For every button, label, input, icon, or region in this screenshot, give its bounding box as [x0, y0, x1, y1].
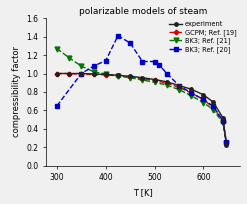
experiment: [80, 72, 83, 75]
experiment: [129, 75, 132, 78]
experiment: [56, 72, 59, 75]
GCPM; Ref. [19]: [80, 73, 83, 76]
GCPM; Ref. [19]: [104, 74, 107, 76]
BK3; Ref. [20]: [92, 65, 95, 67]
experiment: [178, 84, 181, 87]
GCPM; Ref. [19]: [178, 86, 181, 89]
BK3; Ref. [20]: [222, 119, 225, 122]
GCPM; Ref. [19]: [202, 99, 205, 101]
GCPM; Ref. [19]: [92, 73, 95, 76]
BK3; Ref. [21]: [212, 108, 215, 111]
GCPM; Ref. [19]: [129, 76, 132, 78]
BK3; Ref. [20]: [190, 92, 193, 94]
GCPM; Ref. [19]: [68, 72, 71, 75]
Y-axis label: compressibility factor: compressibility factor: [12, 47, 21, 137]
GCPM; Ref. [19]: [153, 79, 156, 82]
GCPM; Ref. [19]: [141, 77, 144, 80]
experiment: [153, 78, 156, 81]
X-axis label: T [K]: T [K]: [133, 188, 153, 197]
BK3; Ref. [21]: [92, 70, 95, 73]
BK3; Ref. [21]: [80, 65, 83, 67]
BK3; Ref. [20]: [158, 64, 161, 67]
experiment: [202, 93, 205, 96]
experiment: [225, 143, 228, 146]
GCPM; Ref. [19]: [190, 92, 193, 94]
BK3; Ref. [21]: [68, 57, 71, 59]
GCPM; Ref. [19]: [212, 106, 215, 109]
BK3; Ref. [20]: [225, 141, 228, 144]
experiment: [190, 88, 193, 90]
BK3; Ref. [21]: [178, 89, 181, 91]
Title: polarizable models of steam: polarizable models of steam: [79, 7, 207, 16]
BK3; Ref. [21]: [56, 47, 59, 50]
GCPM; Ref. [19]: [165, 82, 168, 84]
Line: BK3; Ref. [21]: BK3; Ref. [21]: [55, 46, 229, 145]
GCPM; Ref. [19]: [222, 120, 225, 123]
Line: BK3; Ref. [20]: BK3; Ref. [20]: [55, 34, 228, 144]
BK3; Ref. [21]: [225, 142, 228, 144]
GCPM; Ref. [19]: [56, 72, 59, 75]
experiment: [92, 73, 95, 75]
BK3; Ref. [20]: [165, 72, 168, 75]
experiment: [212, 101, 215, 103]
BK3; Ref. [21]: [129, 76, 132, 79]
BK3; Ref. [21]: [202, 101, 205, 104]
experiment: [104, 73, 107, 76]
BK3; Ref. [20]: [212, 105, 215, 108]
experiment: [222, 117, 225, 119]
BK3; Ref. [21]: [222, 122, 225, 124]
experiment: [141, 76, 144, 79]
BK3; Ref. [21]: [141, 79, 144, 81]
BK3; Ref. [20]: [56, 105, 59, 107]
experiment: [68, 72, 71, 75]
Line: experiment: experiment: [55, 72, 228, 146]
BK3; Ref. [21]: [104, 73, 107, 75]
BK3; Ref. [21]: [153, 81, 156, 83]
BK3; Ref. [21]: [190, 94, 193, 97]
BK3; Ref. [20]: [129, 42, 132, 44]
Legend: experiment, GCPM; Ref. [19], BK3; Ref. [21], BK3; Ref. [20]: experiment, GCPM; Ref. [19], BK3; Ref. […: [168, 20, 238, 54]
GCPM; Ref. [19]: [225, 142, 228, 144]
BK3; Ref. [21]: [165, 84, 168, 86]
BK3; Ref. [20]: [178, 84, 181, 87]
BK3; Ref. [20]: [141, 60, 144, 63]
BK3; Ref. [21]: [117, 75, 120, 77]
BK3; Ref. [20]: [202, 98, 205, 101]
BK3; Ref. [20]: [80, 72, 83, 75]
Line: GCPM; Ref. [19]: GCPM; Ref. [19]: [55, 71, 228, 145]
BK3; Ref. [20]: [104, 59, 107, 62]
BK3; Ref. [20]: [153, 60, 156, 63]
experiment: [165, 81, 168, 83]
BK3; Ref. [20]: [117, 34, 120, 37]
experiment: [117, 74, 120, 76]
GCPM; Ref. [19]: [117, 75, 120, 77]
